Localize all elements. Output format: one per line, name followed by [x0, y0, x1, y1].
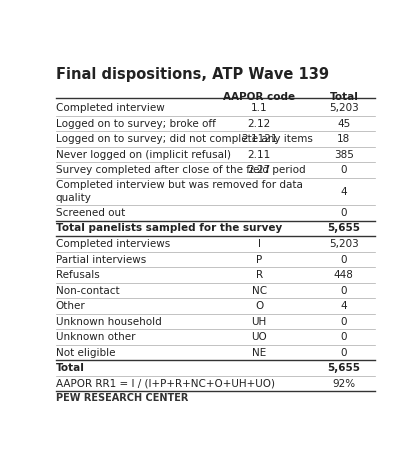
Text: 2.12: 2.12 — [247, 119, 271, 129]
Text: Completed interview but was removed for data
quality: Completed interview but was removed for … — [56, 180, 303, 203]
Text: 0: 0 — [341, 347, 347, 357]
Text: 2.1121: 2.1121 — [241, 134, 278, 144]
Text: Unknown other: Unknown other — [56, 332, 135, 342]
Text: 5,655: 5,655 — [327, 223, 360, 233]
Text: Survey completed after close of the field period: Survey completed after close of the fiel… — [56, 165, 305, 175]
Text: Screened out: Screened out — [56, 208, 125, 218]
Text: PEW RESEARCH CENTER: PEW RESEARCH CENTER — [56, 393, 188, 403]
Text: 0: 0 — [341, 285, 347, 295]
Text: O: O — [255, 301, 263, 311]
Text: Partial interviews: Partial interviews — [56, 255, 146, 265]
Text: AAPOR code: AAPOR code — [223, 92, 295, 101]
Text: 92%: 92% — [332, 379, 355, 389]
Text: Logged on to survey; did not complete any items: Logged on to survey; did not complete an… — [56, 134, 312, 144]
Text: P: P — [256, 255, 262, 265]
Text: 0: 0 — [341, 255, 347, 265]
Text: R: R — [256, 270, 263, 280]
Text: 2.27: 2.27 — [247, 165, 271, 175]
Text: Other: Other — [56, 301, 86, 311]
Text: 1.1: 1.1 — [251, 103, 268, 113]
Text: 45: 45 — [337, 119, 350, 129]
Text: Non-contact: Non-contact — [56, 285, 119, 295]
Text: Final dispositions, ATP Wave 139: Final dispositions, ATP Wave 139 — [56, 67, 329, 82]
Text: Unknown household: Unknown household — [56, 317, 162, 327]
Text: Logged on to survey; broke off: Logged on to survey; broke off — [56, 119, 215, 129]
Text: 0: 0 — [341, 208, 347, 218]
Text: 5,655: 5,655 — [327, 363, 360, 373]
Text: Total panelists sampled for the survey: Total panelists sampled for the survey — [56, 223, 282, 233]
Text: Never logged on (implicit refusal): Never logged on (implicit refusal) — [56, 150, 231, 160]
Text: Completed interview: Completed interview — [56, 103, 165, 113]
Text: I: I — [258, 239, 261, 249]
Text: 0: 0 — [341, 317, 347, 327]
Text: 5,203: 5,203 — [329, 239, 359, 249]
Text: 5,203: 5,203 — [329, 103, 359, 113]
Text: Refusals: Refusals — [56, 270, 100, 280]
Text: Total: Total — [329, 92, 358, 101]
Text: 385: 385 — [334, 150, 354, 160]
Text: NE: NE — [252, 347, 266, 357]
Text: 2.11: 2.11 — [247, 150, 271, 160]
Text: NC: NC — [252, 285, 267, 295]
Text: Not eligible: Not eligible — [56, 347, 115, 357]
Text: 0: 0 — [341, 165, 347, 175]
Text: UH: UH — [252, 317, 267, 327]
Text: AAPOR RR1 = I / (I+P+R+NC+O+UH+UO): AAPOR RR1 = I / (I+P+R+NC+O+UH+UO) — [56, 379, 275, 389]
Text: 18: 18 — [337, 134, 350, 144]
Text: Total: Total — [56, 363, 85, 373]
Text: Completed interviews: Completed interviews — [56, 239, 170, 249]
Text: UO: UO — [251, 332, 267, 342]
Text: 448: 448 — [334, 270, 354, 280]
Text: 4: 4 — [341, 187, 347, 197]
Text: 4: 4 — [341, 301, 347, 311]
Text: 0: 0 — [341, 332, 347, 342]
